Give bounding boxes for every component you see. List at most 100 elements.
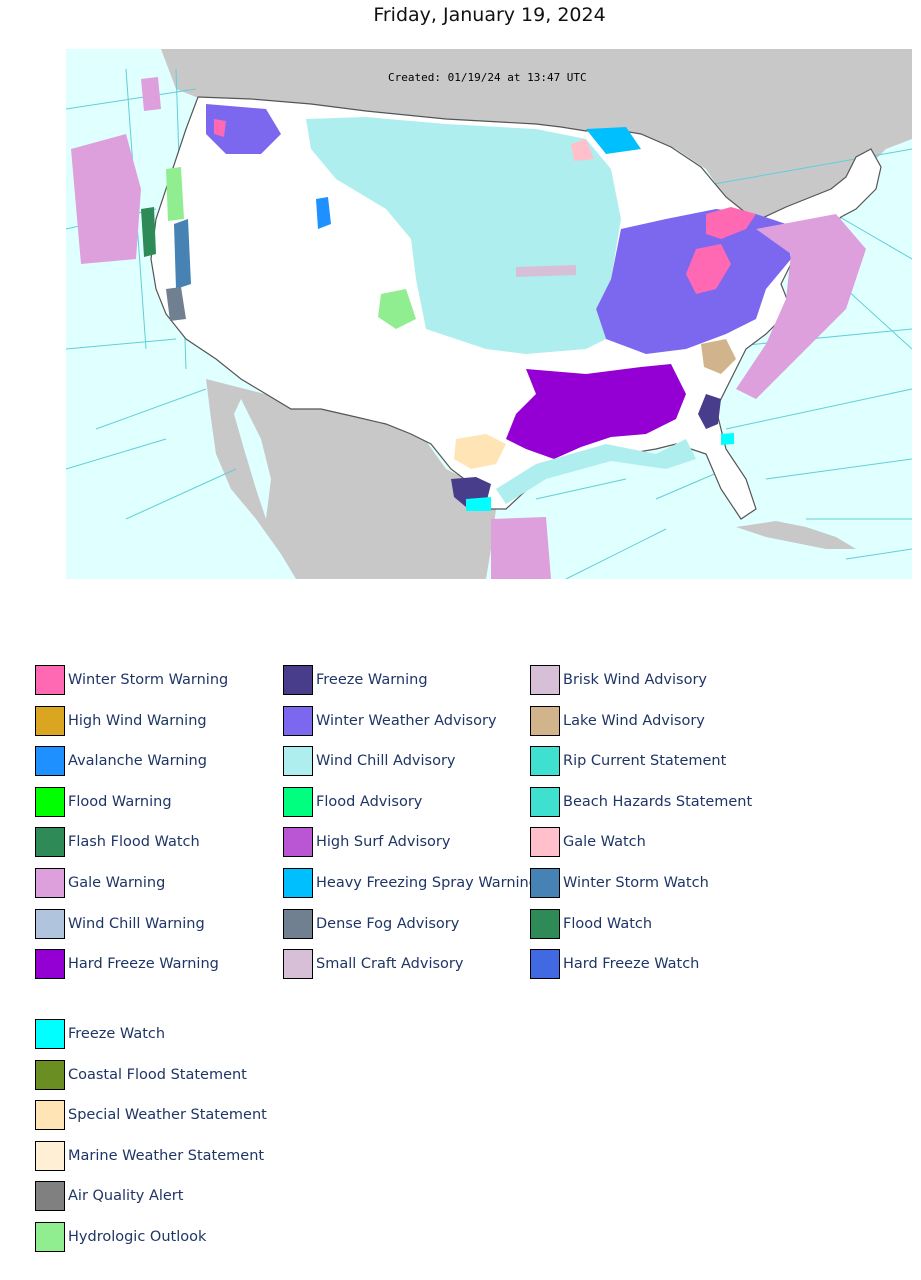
legend-item: Wind Chill Warning	[35, 908, 205, 940]
hazard-wind-chill-advisory	[306, 117, 621, 354]
hazard-gale-warning-pacific	[71, 134, 141, 264]
legend-item: Avalanche Warning	[35, 745, 207, 777]
hazard-freeze-watch-fl	[721, 433, 734, 445]
page-title: Friday, January 19, 2024	[373, 4, 606, 26]
legend-swatch	[35, 1181, 65, 1212]
legend-swatch	[530, 949, 560, 980]
hazard-freeze-watch-tx	[466, 497, 491, 511]
hazard-avalanche-warning	[316, 197, 331, 229]
legend-item: Winter Weather Advisory	[283, 705, 497, 737]
legend-label: Heavy Freezing Spray Warning	[316, 875, 538, 891]
legend-swatch	[530, 827, 560, 858]
legend-label: Flood Warning	[68, 793, 172, 810]
legend-item: Flood Advisory	[283, 786, 422, 818]
legend-label: Flash Flood Watch	[68, 834, 200, 851]
hazard-winter-storm-warning-wv	[686, 244, 731, 294]
legend-item: High Wind Warning	[35, 705, 207, 737]
legend-item: Special Weather Statement	[35, 1099, 267, 1131]
hazard-winter-weather-advisory-nw	[206, 104, 281, 154]
legend-label: Wind Chill Warning	[68, 915, 205, 932]
legend-item: Coastal Flood Statement	[35, 1059, 247, 1091]
legend-swatch	[35, 1019, 65, 1049]
legend-label: Brisk Wind Advisory	[563, 672, 707, 688]
legend-item: Flash Flood Watch	[35, 826, 200, 858]
hazard-gale-watch	[571, 139, 594, 161]
legend-item: Gale Warning	[35, 867, 165, 899]
legend-swatch	[530, 908, 560, 939]
legend-swatch	[283, 908, 313, 939]
legend-item: Dense Fog Advisory	[283, 908, 459, 940]
hazard-gale-warning-atlantic	[736, 214, 866, 399]
legend-item: Hard Freeze Watch	[530, 948, 699, 980]
hazard-dense-fog-advisory	[166, 287, 186, 321]
hazard-gale-warning-pacific-n	[141, 77, 161, 111]
legend-swatch	[35, 746, 65, 777]
legend-swatch	[35, 705, 65, 736]
legend-item: Brisk Wind Advisory	[530, 664, 707, 696]
legend-swatch	[530, 786, 560, 817]
hazard-winter-storm-watch	[174, 219, 191, 289]
legend-swatch	[530, 868, 560, 898]
hazard-freeze-warning-fl	[698, 394, 721, 429]
legend-label: Winter Storm Warning	[68, 672, 229, 688]
legend-label: Rip Current Statement	[563, 753, 727, 770]
canada-land	[161, 49, 912, 221]
legend-swatch	[283, 868, 313, 898]
legend-swatch	[530, 705, 560, 736]
created-timestamp: Created: 01/19/24 at 13:47 UTC	[388, 71, 587, 84]
legend-swatch	[35, 868, 65, 898]
legend-swatch	[35, 827, 65, 858]
legend-item: Winter Storm Warning	[35, 664, 228, 696]
hazard-hard-freeze-warning	[506, 364, 686, 459]
hazard-gale-warning-gulf	[491, 517, 551, 579]
legend-swatch	[283, 746, 313, 777]
legend-label: Small Craft Advisory	[316, 956, 464, 973]
legend-label: Hard Freeze Watch	[563, 956, 700, 973]
hazard-hydrologic-outlook-co	[378, 289, 416, 329]
legend-swatch	[283, 705, 313, 736]
legend-label: Avalanche Warning	[68, 753, 207, 770]
hazard-winter-storm-warning-ne	[706, 207, 756, 239]
legend-label: Flood Advisory	[316, 793, 423, 810]
legend-label: Winter Weather Advisory	[316, 712, 497, 729]
hazard-hydrologic-outlook-nw	[166, 167, 184, 221]
legend-swatch	[283, 665, 313, 695]
hazard-heavy-freezing-spray-warning	[586, 127, 641, 154]
legend-item: Air Quality Alert	[35, 1180, 183, 1212]
legend-item: Hydrologic Outlook	[35, 1221, 206, 1253]
legend-swatch	[35, 1222, 65, 1252]
hazard-map[interactable]: Created: 01/19/24 at 13:47 UTC	[66, 49, 912, 579]
legend-item: Rip Current Statement	[530, 745, 726, 777]
legend-item: Wind Chill Advisory	[283, 745, 456, 777]
legend-label: Freeze Watch	[68, 1026, 166, 1042]
legend-item: Gale Watch	[530, 826, 646, 858]
legend-label: Hard Freeze Warning	[68, 956, 219, 973]
legend-label: Special Weather Statement	[68, 1107, 267, 1124]
legend-label: Gale Watch	[563, 834, 646, 851]
hazard-flood-watch	[141, 207, 156, 257]
legend-swatch	[35, 786, 65, 817]
legend-swatch	[283, 949, 313, 980]
cuba-land	[736, 521, 856, 549]
legend-swatch	[530, 746, 560, 777]
hazard-winter-storm-warning-nw	[214, 119, 226, 137]
legend-swatch	[35, 1140, 65, 1171]
legend-swatch	[35, 1059, 65, 1090]
legend-label: Hydrologic Outlook	[68, 1229, 207, 1245]
legend-label: Coastal Flood Statement	[68, 1066, 247, 1083]
legend-label: Flood Watch	[563, 915, 653, 932]
legend-label: High Wind Warning	[68, 712, 207, 729]
legend-item: Heavy Freezing Spray Warning	[283, 867, 538, 899]
legend-label: Lake Wind Advisory	[563, 712, 705, 729]
legend-item: Lake Wind Advisory	[530, 705, 705, 737]
mexico-land	[206, 379, 496, 579]
legend-label: Wind Chill Advisory	[316, 753, 456, 770]
legend-swatch	[35, 908, 65, 939]
legend-label: Beach Hazards Statement	[563, 793, 753, 810]
legend-item: Winter Storm Watch	[530, 867, 709, 899]
legend-item: Flood Warning	[35, 786, 172, 818]
hazard-special-weather-statement	[454, 434, 506, 469]
legend-item: Hard Freeze Warning	[35, 948, 219, 980]
legend-item: Small Craft Advisory	[283, 948, 463, 980]
legend-label: Dense Fog Advisory	[316, 915, 460, 932]
